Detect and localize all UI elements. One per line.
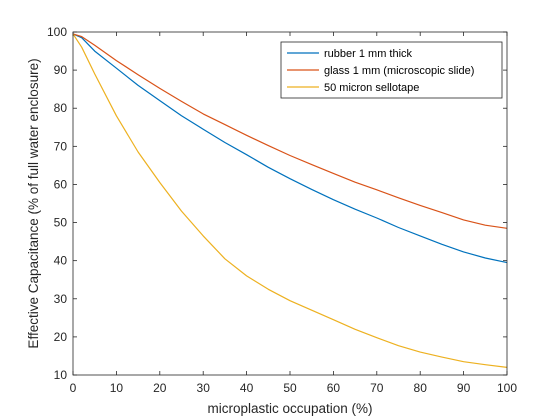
y-tick-label: 80 [54,101,68,115]
x-tick-label: 60 [327,381,341,395]
x-tick-label: 50 [283,381,297,395]
y-tick-label: 100 [47,25,67,39]
y-tick-label: 40 [54,254,68,268]
x-tick-label: 20 [153,381,167,395]
x-tick-label: 40 [240,381,254,395]
legend-label-sellotape: 50 micron sellotape [324,82,419,94]
y-tick-label: 90 [54,63,68,77]
legend: rubber 1 mm thick glass 1 mm (microscopi… [280,41,503,99]
x-tick-label: 70 [370,381,384,395]
y-axis-label: Effective Capacitance (% of full water e… [26,58,41,348]
x-tick-label: 30 [197,381,211,395]
x-tick-label: 90 [457,381,471,395]
series-line-1 [72,33,508,229]
series-layer [72,33,508,368]
legend-label-glass: glass 1 mm (microscopic slide) [324,65,474,77]
x-tick-label: 100 [497,381,517,395]
x-tick-label: 10 [110,381,124,395]
series-line-2 [72,33,508,368]
series-line-0 [72,33,508,264]
y-axis: 10 20 30 40 50 60 70 80 90 100 [47,25,507,382]
y-tick-label: 10 [54,368,68,382]
x-axis-label: microplastic occupation (%) [207,401,372,416]
y-tick-label: 70 [54,139,68,153]
x-tick-label: 80 [414,381,428,395]
x-tick-label: 0 [70,381,77,395]
y-tick-label: 20 [54,330,68,344]
legend-label-rubber: rubber 1 mm thick [324,48,413,60]
y-tick-label: 60 [54,177,68,191]
y-tick-label: 50 [54,216,68,230]
x-axis: 0 10 20 30 40 50 60 70 80 90 100 [70,32,517,395]
y-tick-label: 30 [54,292,68,306]
